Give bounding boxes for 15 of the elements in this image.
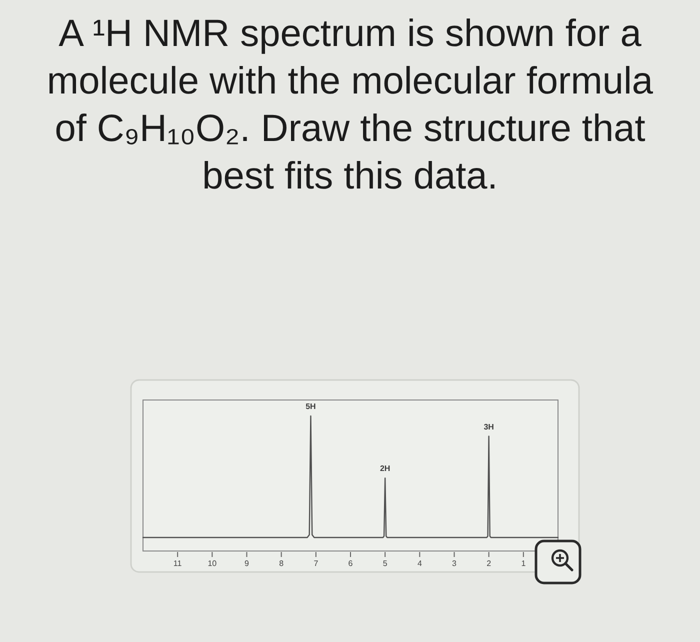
x-tick-label: 11 <box>173 559 182 568</box>
annotation: 3H <box>484 422 494 432</box>
x-tick-label: 10 <box>208 559 218 568</box>
x-tick-label: 7 <box>314 559 319 568</box>
annotation: 2H <box>380 464 390 474</box>
x-tick-label: 9 <box>244 559 250 568</box>
x-tick-label: 2 <box>486 559 492 568</box>
annotation: 5H <box>306 402 316 411</box>
x-tick-label: 3 <box>452 559 458 568</box>
x-tick-label: 5 <box>382 559 388 568</box>
x-tick-label: 1 <box>521 559 526 568</box>
x-tick-label: 8 <box>279 559 284 568</box>
x-tick-label: 6 <box>348 559 354 568</box>
chart-title: A ¹H NMR spectrum is shown for a molecule with the molecular formula of C₉H₁₀O₂. Draw the structure that best fits this data. <box>46 13 654 198</box>
x-tick-label: 4 <box>417 559 422 568</box>
